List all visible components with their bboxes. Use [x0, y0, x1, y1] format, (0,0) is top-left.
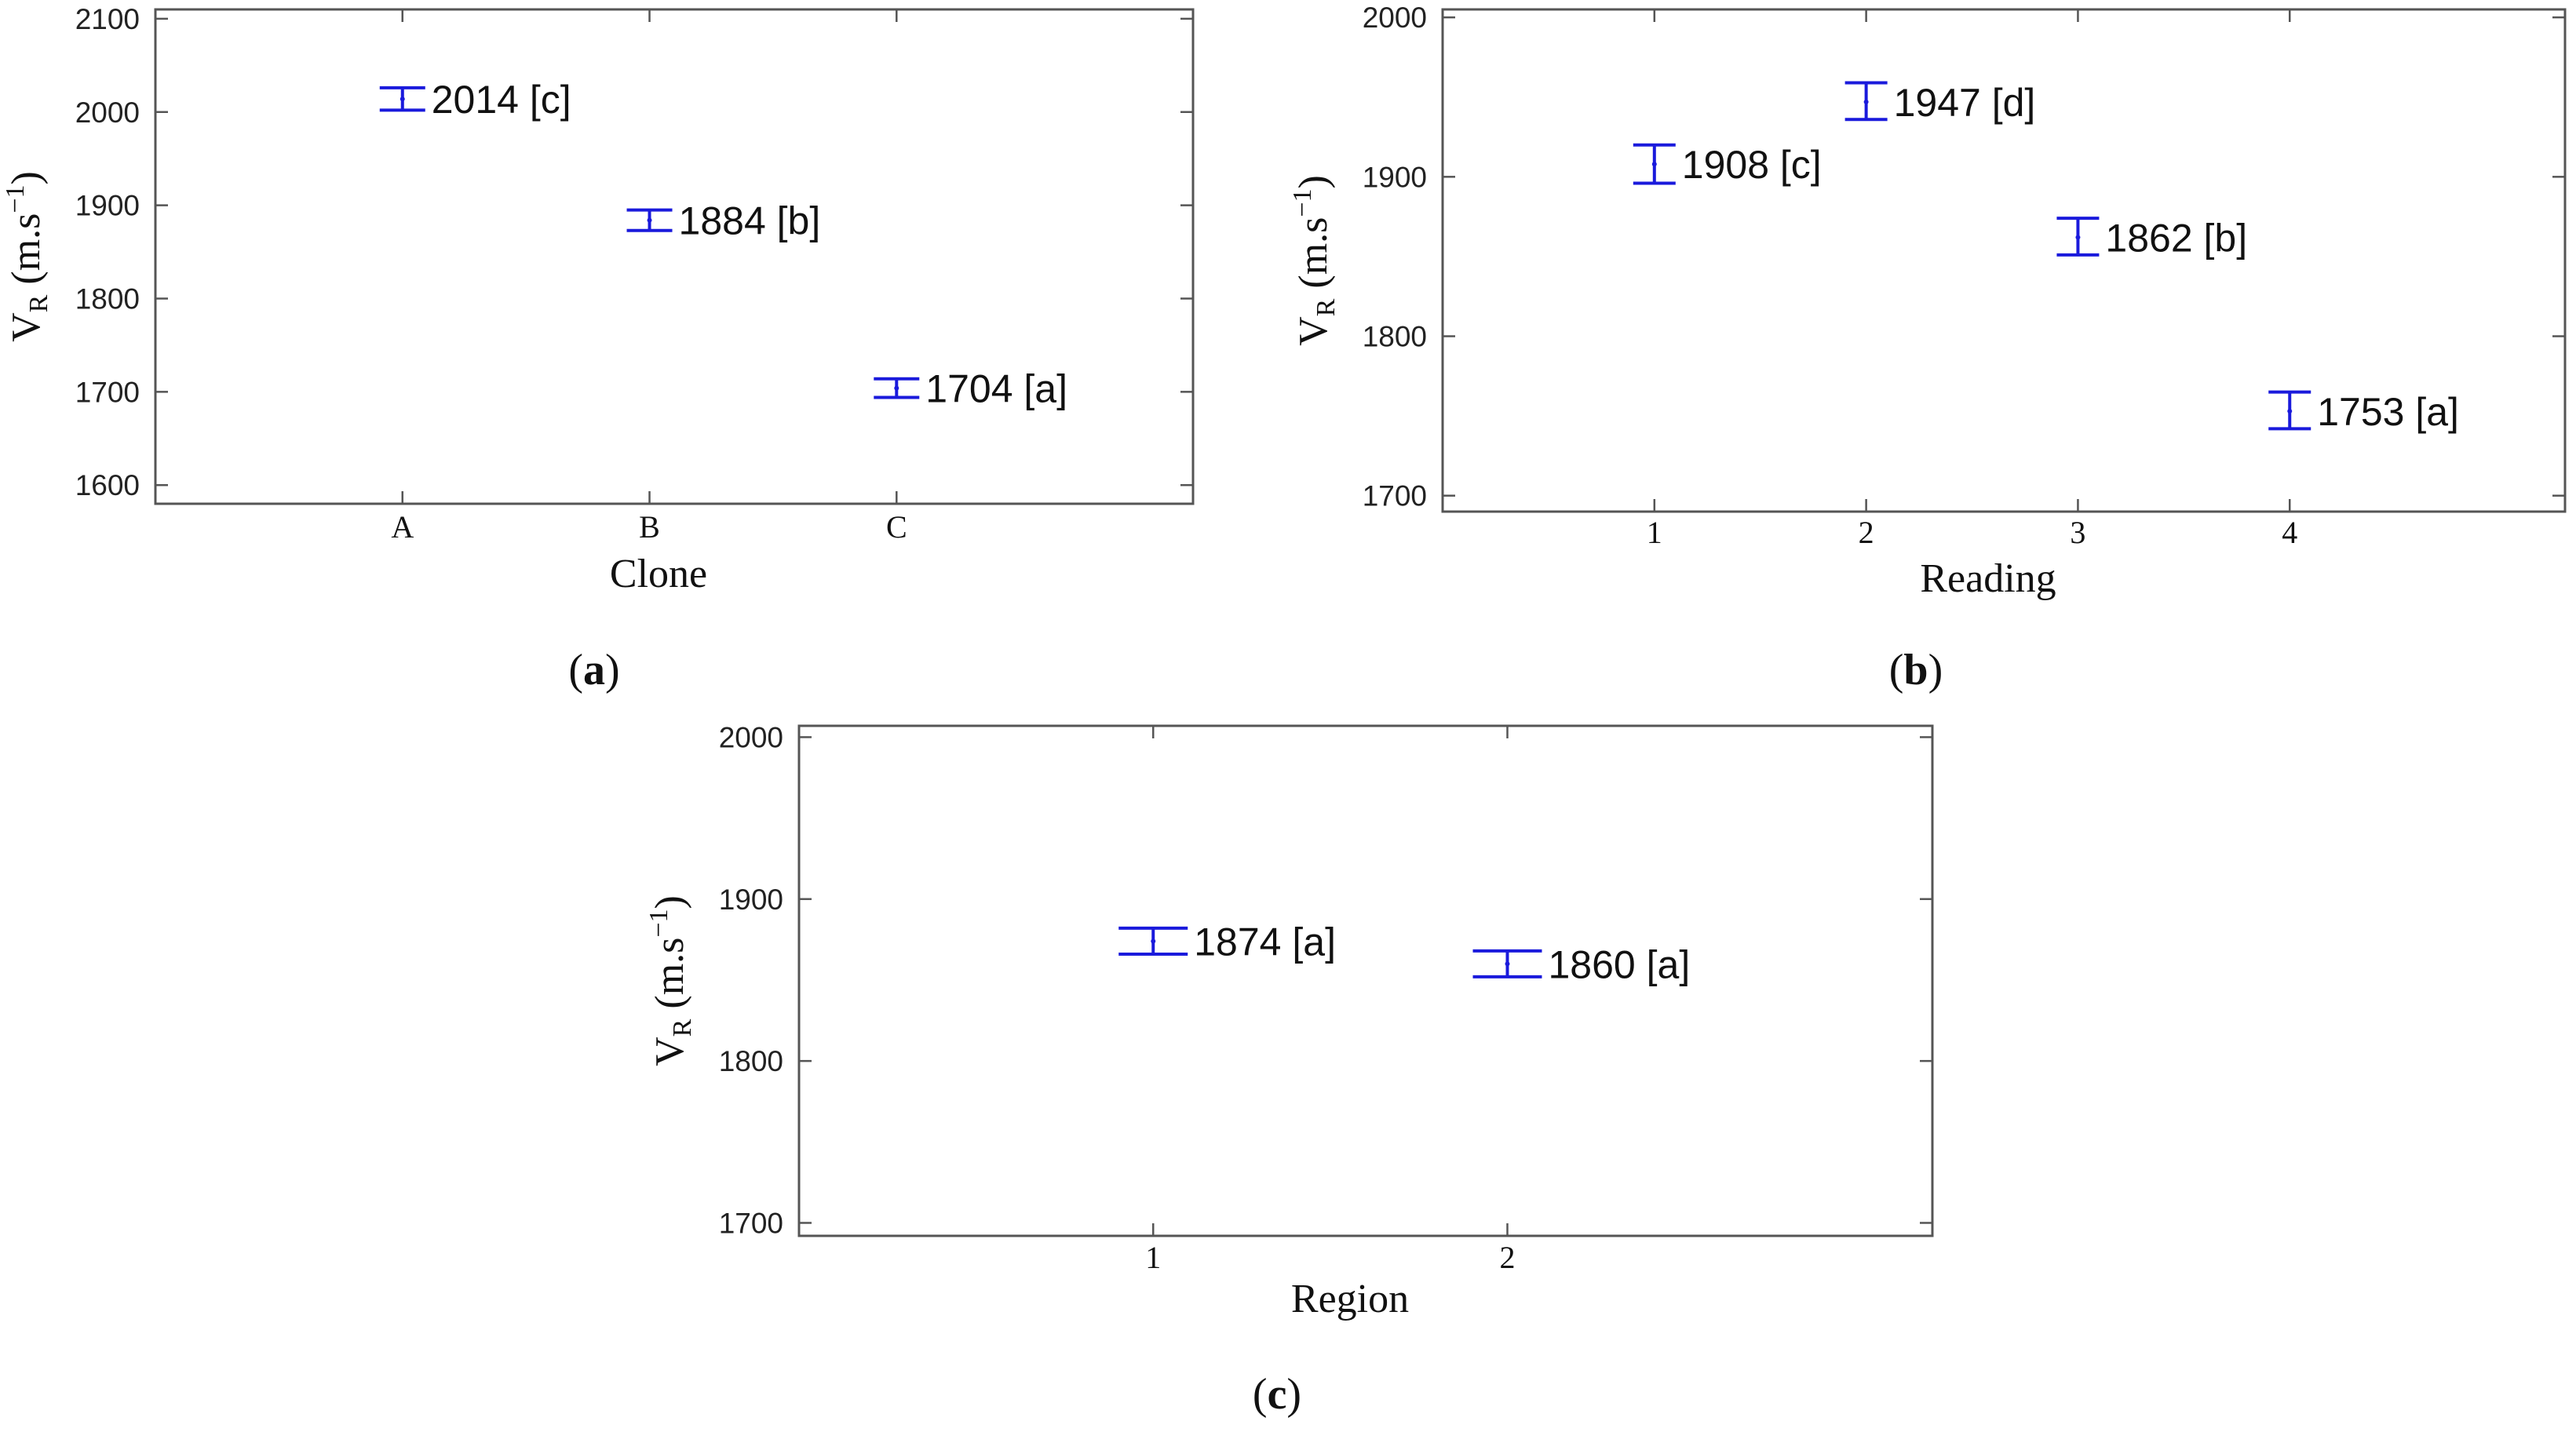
mean-point	[400, 97, 405, 102]
y-tick-label: 1800	[75, 282, 140, 315]
mean-point	[2287, 409, 2293, 414]
y-axis-title-unit-close: )	[4, 171, 49, 184]
mean-point	[1505, 961, 1510, 967]
x-category-label: 1	[1145, 1240, 1161, 1275]
x-category-label: 2	[1500, 1240, 1516, 1275]
panel-label-letter: b	[1903, 646, 1928, 694]
error-bar	[1633, 143, 1676, 185]
data-label: 1862 [b]	[2105, 217, 2247, 261]
y-axis-title-subscript: R	[24, 294, 53, 312]
error-bar	[1844, 81, 1888, 122]
y-axis-title: VR (m.s−1)	[1288, 175, 1341, 346]
y-tick-label: 1800	[1363, 321, 1427, 353]
x-category-label: C	[886, 509, 907, 545]
data-label: 1753 [a]	[2317, 390, 2459, 434]
data-label: 1704 [a]	[925, 367, 1067, 411]
y-axis-title-symbol: V	[4, 312, 49, 342]
x-category-label: 3	[2070, 515, 2085, 550]
panel-label-close: )	[1928, 646, 1943, 694]
panel-label-open: (	[1889, 646, 1904, 694]
panel-label: (c)	[1253, 1370, 1301, 1419]
x-category-label: 2	[1859, 515, 1874, 550]
y-axis-title-unit: (m.s	[4, 213, 49, 295]
y-axis-title-subscript: R	[1312, 298, 1341, 316]
y-axis-title: VR (m.s−1)	[1, 171, 53, 342]
error-bar	[874, 377, 920, 399]
y-tick-label: 1900	[75, 190, 140, 222]
y-tick-label: 1800	[719, 1045, 783, 1077]
y-axis-title-superscript: −1	[644, 909, 673, 937]
y-axis-title: VR (m.s−1)	[644, 895, 697, 1066]
y-tick-label: 1700	[75, 376, 140, 408]
y-tick-label: 2000	[719, 721, 783, 753]
panel-label: (a)	[568, 646, 619, 694]
plot-frame	[154, 8, 1195, 505]
panel-label-letter: a	[583, 646, 605, 694]
y-axis-title-subscript: R	[668, 1018, 697, 1037]
error-bar	[1118, 926, 1188, 956]
chart-panel-a: 1600 1700 1800 1900 2000 2100 A B C 2014 [c] 1884 …	[1, 3, 1195, 694]
y-tick-label: 1900	[1363, 161, 1427, 193]
data-label: 1874 [a]	[1194, 920, 1336, 964]
y-axis-title-symbol: V	[648, 1037, 692, 1066]
error-bar	[2268, 390, 2311, 431]
panel-label-open: (	[568, 646, 583, 694]
panel-label-letter: c	[1268, 1370, 1287, 1419]
y-axis-title-unit-close: )	[1291, 175, 1336, 188]
data-label: 1860 [a]	[1549, 942, 1691, 986]
mean-point	[1151, 938, 1156, 944]
y-tick-label: 2100	[75, 3, 140, 35]
error-bar	[626, 208, 673, 232]
y-axis-title-unit: (m.s	[1291, 217, 1336, 299]
y-tick-label: 1900	[719, 884, 783, 916]
data-label: 1947 [d]	[1894, 81, 2036, 125]
x-axis-title: Reading	[1920, 556, 2056, 601]
plot-frame	[797, 724, 1934, 1237]
mean-point	[894, 385, 899, 391]
error-bar	[1472, 949, 1542, 978]
data-label: 2014 [c]	[432, 78, 571, 122]
x-category-label: 1	[1647, 515, 1662, 550]
y-axis-title-unit-close: )	[648, 895, 692, 909]
x-axis-title: Clone	[610, 552, 707, 596]
panel-label-close: )	[605, 646, 620, 694]
x-axis-title: Region	[1291, 1277, 1409, 1321]
data-label: 1884 [b]	[679, 199, 821, 243]
mean-point	[2075, 235, 2081, 240]
panel-label: (b)	[1889, 646, 1943, 694]
y-axis-title-unit: (m.s	[648, 938, 692, 1019]
y-axis-title-symbol: V	[1291, 316, 1336, 346]
y-tick-label: 1600	[75, 469, 140, 501]
mean-point	[1651, 162, 1657, 167]
mean-point	[1863, 99, 1869, 104]
mean-point	[647, 217, 652, 223]
chart-panel-c: 1700 1800 1900 2000 1 2 1874 [a] 1860 [a] Region…	[644, 721, 1934, 1419]
y-tick-label: 2000	[75, 97, 140, 129]
y-tick-label: 1700	[719, 1207, 783, 1239]
y-tick-label: 2000	[1363, 2, 1427, 34]
x-category-label: A	[391, 509, 414, 545]
y-axis-title-superscript: −1	[1288, 188, 1317, 217]
chart-panel-b: 1700 1800 1900 2000 1 2 3 4 1908 [c] 1947 [d] 1862…	[1288, 2, 2567, 694]
panel-label-close: )	[1286, 1370, 1301, 1419]
error-bar	[2056, 217, 2100, 257]
data-label: 1908 [c]	[1682, 143, 1822, 187]
plot-frame	[1441, 8, 2567, 513]
y-axis-title-superscript: −1	[1, 184, 30, 213]
panel-label-open: (	[1253, 1370, 1268, 1419]
x-category-label: 4	[2282, 515, 2297, 550]
error-bar	[379, 86, 425, 112]
x-category-label: B	[639, 509, 660, 545]
y-tick-label: 1700	[1363, 480, 1427, 512]
